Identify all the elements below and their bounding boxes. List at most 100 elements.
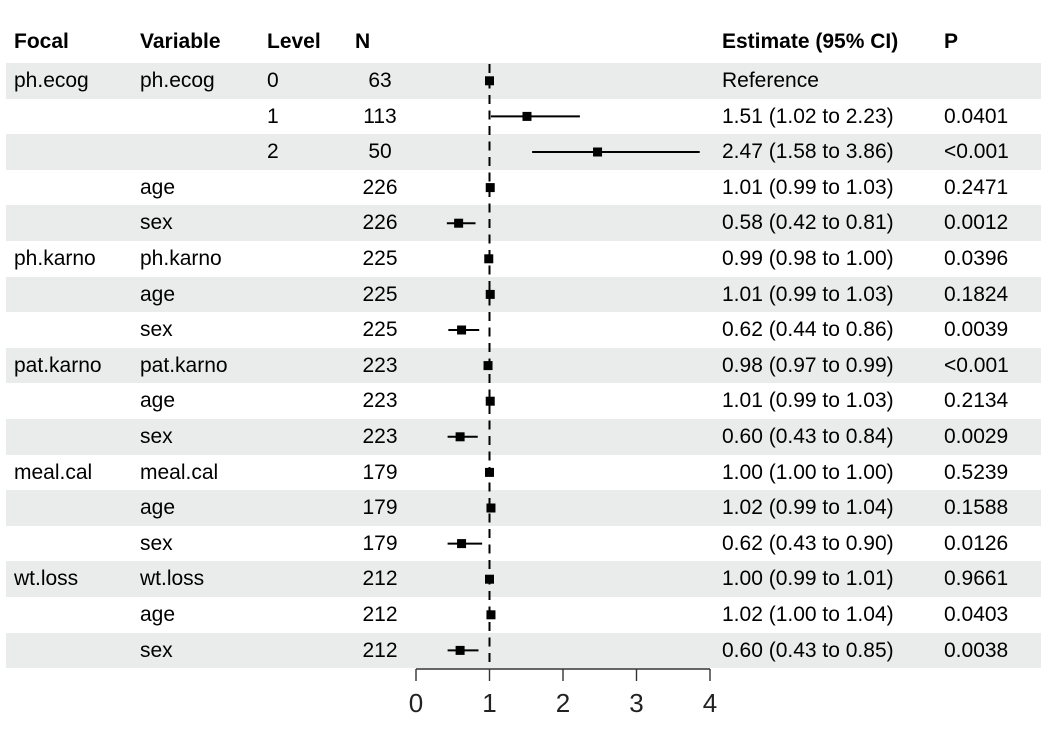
cell-estimate: Reference <box>722 69 819 92</box>
table-row: sex 223 0.60 (0.43 to 0.84) 0.0029 <box>6 419 1041 455</box>
x-axis-tick-label: 3 <box>629 688 643 718</box>
cell-focal: ph.ecog <box>14 69 89 92</box>
cell-estimate: 1.00 (0.99 to 1.01) <box>722 567 894 591</box>
column-header-focal: Focal <box>14 30 69 53</box>
cell-variable: age <box>140 175 176 199</box>
cell-p: 0.0029 <box>944 425 1009 448</box>
cell-n: 179 <box>362 531 398 555</box>
cell-n: 179 <box>362 496 398 520</box>
cell-variable: pat.karno <box>140 353 228 377</box>
cell-variable: sex <box>140 211 173 235</box>
cell-p: 0.9661 <box>944 567 1009 591</box>
cell-estimate: 1.01 (0.99 to 1.03) <box>722 175 894 199</box>
cell-variable: meal.cal <box>140 460 219 484</box>
cell-variable: sex <box>140 425 173 448</box>
column-header-variable: Variable <box>140 30 221 53</box>
cell-estimate: 0.62 (0.43 to 0.90) <box>722 531 894 555</box>
cell-p: 0.0396 <box>944 247 1009 270</box>
cell-variable: sex <box>140 318 173 342</box>
cell-focal: ph.karno <box>14 247 96 270</box>
cell-focal: wt.loss <box>14 567 79 591</box>
cell-level: 2 <box>267 140 279 164</box>
cell-estimate: 0.98 (0.97 to 0.99) <box>722 353 894 377</box>
table-row: age 212 1.02 (1.00 to 1.04) 0.0403 <box>6 597 1041 633</box>
cell-p: 0.5239 <box>944 460 1009 484</box>
cell-p: <0.001 <box>944 140 1009 164</box>
cell-estimate: 1.02 (1.00 to 1.04) <box>722 603 894 626</box>
cell-estimate: 1.00 (1.00 to 1.00) <box>722 460 894 484</box>
cell-variable: wt.loss <box>140 567 205 591</box>
cell-estimate: 1.51 (1.02 to 2.23) <box>722 104 894 128</box>
cell-p: 0.0012 <box>944 211 1009 235</box>
table-row: ph.karno ph.karno 225 0.99 (0.98 to 1.00… <box>6 241 1041 277</box>
table-row: meal.cal meal.cal 179 1.00 (1.00 to 1.00… <box>6 455 1041 491</box>
cell-n: 212 <box>362 603 398 626</box>
table-row: age 226 1.01 (0.99 to 1.03) 0.2471 <box>6 170 1041 206</box>
cell-n: 113 <box>363 104 397 128</box>
table-row: age 179 1.02 (0.99 to 1.04) 0.1588 <box>6 490 1041 526</box>
table-row: age 225 1.01 (0.99 to 1.03) 0.1824 <box>6 276 1041 313</box>
cell-n: 225 <box>362 247 398 270</box>
cell-n: 223 <box>362 389 398 413</box>
cell-variable: age <box>140 282 176 306</box>
cell-p: 0.2471 <box>944 175 1009 199</box>
cell-p: 0.0038 <box>944 638 1009 662</box>
cell-estimate: 1.02 (0.99 to 1.04) <box>722 496 894 520</box>
column-header-n: N <box>355 30 371 53</box>
cell-p: 0.2134 <box>944 389 1009 413</box>
cell-n: 223 <box>362 425 398 448</box>
cell-n: 179 <box>362 460 398 484</box>
cell-estimate: 0.62 (0.44 to 0.86) <box>722 318 894 342</box>
column-header-estimate: Estimate (95% CI) <box>722 30 899 53</box>
cell-level: 1 <box>267 104 279 128</box>
column-header-level: Level <box>267 30 321 53</box>
cell-n: 226 <box>362 211 398 235</box>
cell-p: 0.0039 <box>944 318 1009 342</box>
cell-p: <0.001 <box>944 353 1009 377</box>
cell-variable: age <box>140 496 176 520</box>
cell-n: 50 <box>368 140 392 164</box>
cell-focal: pat.karno <box>14 353 102 377</box>
table-row: wt.loss wt.loss 212 1.00 (0.99 to 1.01) … <box>6 561 1041 597</box>
cell-level: 0 <box>267 69 279 92</box>
column-header-p: P <box>944 30 959 53</box>
cell-p: 0.0403 <box>944 603 1009 626</box>
table-row: 1 113 1.51 (1.02 to 2.23) 0.0401 <box>6 99 1041 135</box>
cell-p: 0.0401 <box>944 104 1009 128</box>
cell-estimate: 2.47 (1.58 to 3.86) <box>722 140 894 164</box>
cell-n: 212 <box>362 638 398 662</box>
cell-variable: ph.ecog <box>140 69 215 92</box>
cell-n: 226 <box>362 175 398 199</box>
cell-n: 225 <box>362 282 398 306</box>
table-row: sex 179 0.62 (0.43 to 0.90) 0.0126 <box>6 526 1041 562</box>
cell-variable: sex <box>140 638 173 662</box>
x-axis-tick-label: 0 <box>409 688 423 718</box>
cell-estimate: 1.01 (0.99 to 1.03) <box>722 389 894 413</box>
cell-estimate: 0.99 (0.98 to 1.00) <box>722 247 894 270</box>
cell-focal: meal.cal <box>14 460 93 484</box>
cell-estimate: 1.01 (0.99 to 1.03) <box>722 282 894 306</box>
x-axis-tick-label: 2 <box>556 688 570 718</box>
cell-n: 225 <box>362 318 398 342</box>
cell-variable: ph.karno <box>140 247 222 270</box>
cell-p: 0.1824 <box>944 282 1009 306</box>
cell-p: 0.1588 <box>944 496 1009 520</box>
table-row: sex 225 0.62 (0.44 to 0.86) 0.0039 <box>6 312 1041 348</box>
table-row: sex 226 0.58 (0.42 to 0.81) 0.0012 <box>6 205 1041 241</box>
cell-variable: age <box>140 389 176 413</box>
cell-variable: sex <box>140 531 173 555</box>
cell-n: 63 <box>368 69 392 92</box>
cell-n: 212 <box>362 567 398 591</box>
cell-estimate: 0.58 (0.42 to 0.81) <box>722 211 894 235</box>
cell-variable: age <box>140 603 176 626</box>
x-axis-tick-label: 1 <box>482 688 496 718</box>
table-row: pat.karno pat.karno 223 0.98 (0.97 to 0.… <box>6 347 1041 384</box>
cell-estimate: 0.60 (0.43 to 0.84) <box>722 425 894 448</box>
x-axis-tick-label: 4 <box>703 688 717 718</box>
table-row: sex 212 0.60 (0.43 to 0.85) 0.0038 <box>6 632 1041 669</box>
table-row: ph.ecog ph.ecog 0 63 Reference <box>6 63 1041 99</box>
cell-n: 223 <box>362 353 398 377</box>
cell-p: 0.0126 <box>944 531 1009 555</box>
table-row: 2 50 2.47 (1.58 to 3.86) <0.001 <box>6 134 1041 170</box>
